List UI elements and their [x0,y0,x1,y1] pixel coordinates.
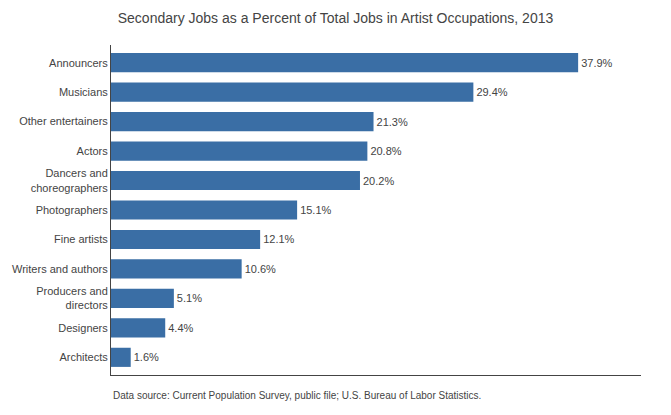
svg-text:Data source: Current Populatio: Data source: Current Population Survey, … [113,390,481,401]
svg-text:Designers: Designers [58,322,108,334]
svg-text:20.8%: 20.8% [370,145,401,157]
svg-text:29.4%: 29.4% [476,86,507,98]
svg-text:15.1%: 15.1% [300,204,331,216]
svg-text:Architects: Architects [60,351,109,363]
svg-text:Photographers: Photographers [36,204,109,216]
svg-text:21.3%: 21.3% [377,116,408,128]
svg-text:20.2%: 20.2% [363,175,394,187]
svg-text:4.4%: 4.4% [168,322,193,334]
svg-text:Announcers: Announcers [49,57,108,69]
svg-text:Secondary Jobs as a Percent of: Secondary Jobs as a Percent of Total Job… [118,10,554,26]
svg-text:1.6%: 1.6% [134,351,159,363]
svg-text:Musicians: Musicians [59,86,108,98]
svg-text:Fine artists: Fine artists [54,233,108,245]
svg-text:10.6%: 10.6% [245,263,276,275]
svg-text:Actors: Actors [77,145,109,157]
svg-text:Producers anddirectors: Producers anddirectors [36,285,108,311]
svg-text:Other entertainers: Other entertainers [19,115,108,127]
svg-text:37.9%: 37.9% [581,57,612,69]
svg-text:Writers and authors: Writers and authors [12,263,108,275]
svg-text:12.1%: 12.1% [263,233,294,245]
svg-text:Dancers andchoreographers: Dancers andchoreographers [31,167,109,193]
svg-text:5.1%: 5.1% [177,292,202,304]
